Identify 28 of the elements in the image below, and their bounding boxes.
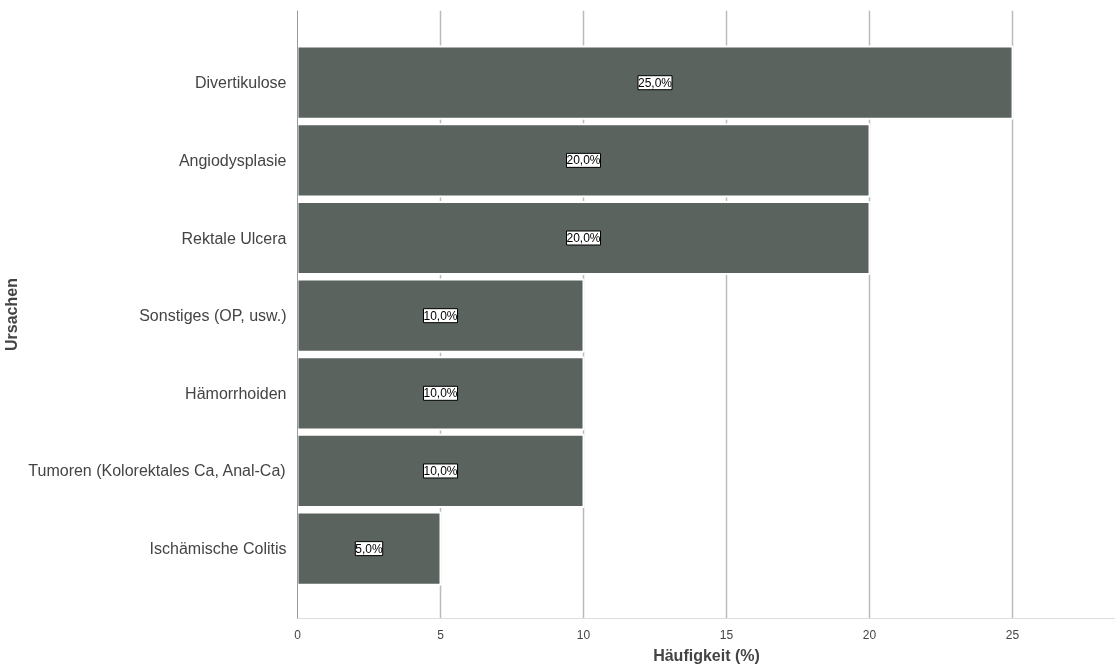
y-axis-title: Ursachen <box>3 278 21 351</box>
y-tick-label: Tumoren (Kolorektales Ca, Anal-Ca) <box>28 462 286 480</box>
data-label: 25,0% <box>638 75 673 90</box>
bar <box>297 511 442 586</box>
x-tick-label: 20 <box>862 627 877 642</box>
bar <box>297 356 585 431</box>
bar <box>297 123 871 198</box>
x-tick-label: 15 <box>719 627 734 642</box>
y-tick-label: Hämorrhoiden <box>185 384 287 402</box>
x-tick-label: 5 <box>437 627 445 642</box>
x-tick-label: 0 <box>294 627 302 642</box>
bar <box>297 278 585 353</box>
y-tick-label: Ischämische Colitis <box>149 540 287 558</box>
data-label: 10,0% <box>423 463 458 478</box>
y-tick-label: Rektale Ulcera <box>181 229 287 247</box>
y-tick-label: Divertikulose <box>194 74 287 92</box>
data-label: 20,0% <box>566 231 601 246</box>
data-label: 10,0% <box>423 308 458 323</box>
y-tick-label: Angiodysplasie <box>178 151 287 169</box>
data-label: 10,0% <box>423 386 458 401</box>
bar <box>297 200 871 276</box>
x-tick-label: 10 <box>576 627 591 642</box>
y-tick-label: Sonstiges (OP, usw.) <box>139 307 287 325</box>
bar <box>297 45 1014 120</box>
data-label: 20,0% <box>566 153 601 168</box>
bar <box>297 433 585 509</box>
x-axis-title: Häufigkeit (%) <box>653 646 760 664</box>
x-tick-label: 25 <box>1005 627 1020 642</box>
